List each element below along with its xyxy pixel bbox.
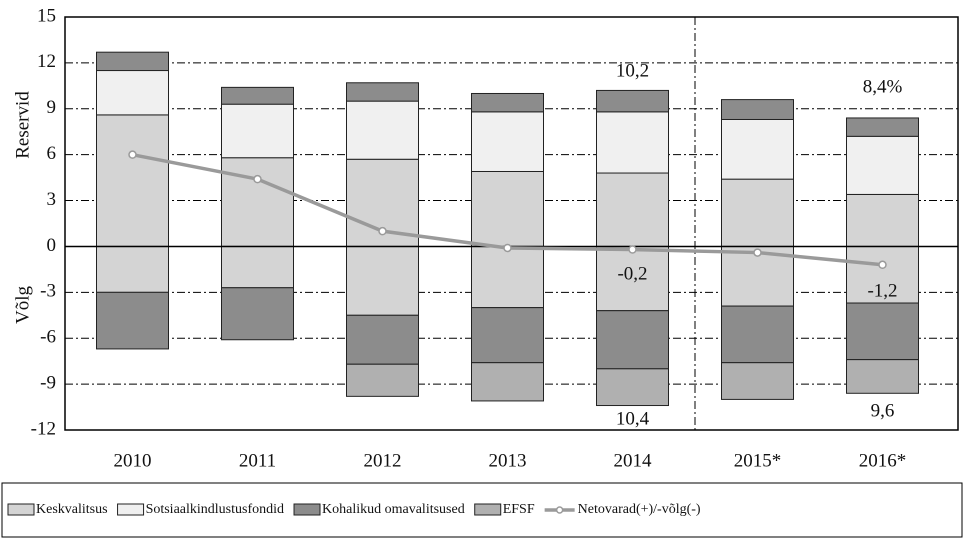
bar-segment	[596, 310, 669, 370]
x-tick-label: 2013	[489, 450, 527, 471]
bar-segment	[346, 82, 419, 102]
line-marker	[378, 226, 387, 236]
y-tick-label: -12	[31, 418, 56, 439]
bar-segment	[96, 51, 169, 72]
line-marker	[878, 260, 887, 270]
legend-frame	[1, 482, 963, 538]
x-tick-label: 2011	[239, 450, 276, 471]
bar-segment	[846, 359, 919, 394]
bar-segment	[721, 118, 794, 180]
annotation: -1,2	[867, 280, 897, 301]
line-marker	[753, 248, 762, 257]
legend-swatch	[7, 503, 35, 516]
line-marker	[503, 243, 512, 253]
annotation: -0,2	[617, 263, 647, 284]
bar-segment	[96, 70, 169, 116]
bar-segment	[721, 178, 794, 247]
bar-segment	[96, 245, 169, 293]
bar-segment	[846, 135, 919, 195]
line-marker	[128, 150, 137, 159]
bar-segment	[846, 193, 919, 247]
annotation: 9,6	[871, 400, 895, 421]
bar-segment	[346, 314, 419, 365]
bar-segment	[221, 245, 294, 289]
y-tick-label: -3	[40, 281, 56, 302]
bar-segment	[471, 92, 544, 113]
legend-label: Netovarad(+)/-võlg(-)	[578, 502, 701, 517]
y-tick-label: 6	[47, 143, 57, 164]
bar-segment	[96, 291, 169, 350]
x-tick-label: 2012	[364, 450, 402, 471]
y-tick-label: -6	[40, 327, 56, 348]
bar-segment	[346, 245, 419, 316]
y-label-top: Reservid	[12, 91, 33, 159]
legend-label: Keskvalitsus	[36, 502, 108, 517]
y-tick-label: -9	[40, 372, 56, 393]
legend-swatch	[117, 503, 145, 516]
bar-segment	[471, 245, 544, 309]
bar-segment	[596, 89, 669, 113]
x-tick-label: 2010	[114, 450, 152, 471]
annotation: 10,4	[616, 408, 650, 429]
bar-segment	[221, 287, 294, 341]
y-tick-label: 15	[37, 5, 56, 26]
bar-segment	[721, 305, 794, 364]
bar-segment	[96, 114, 169, 247]
bar-segment	[596, 368, 669, 407]
bar-segment	[846, 302, 919, 361]
y-tick-label: 3	[47, 189, 57, 210]
bar-segment	[721, 99, 794, 120]
bar-segment	[846, 245, 919, 304]
bar-segment	[221, 86, 294, 105]
bar-segment	[221, 103, 294, 159]
bar-segment	[471, 170, 544, 247]
x-tick-label: 2015*	[734, 450, 782, 471]
bar-segment	[596, 172, 669, 247]
legend-swatch	[293, 503, 321, 516]
y-label-bottom: Võlg	[12, 286, 33, 325]
bar-segment	[471, 362, 544, 402]
legend-swatch	[555, 506, 564, 514]
y-tick-label: 0	[47, 235, 57, 256]
plot-frame	[64, 16, 959, 431]
bar-segment	[721, 362, 794, 400]
bar-segment	[346, 100, 419, 160]
bar-segment	[471, 307, 544, 364]
bar-segment	[596, 111, 669, 174]
x-tick-label: 2014	[614, 450, 653, 471]
line-marker	[253, 174, 262, 184]
y-tick-label: 9	[47, 97, 57, 118]
bar-segment	[846, 117, 919, 137]
bar-segment	[221, 157, 294, 247]
legend-label: EFSF	[503, 502, 535, 517]
bar-segment	[346, 363, 419, 397]
bar-segment	[471, 111, 544, 172]
legend-label: Kohalikud omavalitsused	[322, 502, 465, 517]
annotation: 10,2	[616, 60, 649, 81]
legend-swatch	[474, 503, 502, 516]
line-marker	[628, 245, 637, 254]
x-tick-label: 2016*	[859, 450, 907, 471]
y-tick-label: 12	[37, 51, 56, 72]
annotation: 8,4%	[863, 76, 903, 97]
legend-label: Sotsiaalkindlustusfondid	[146, 502, 284, 517]
